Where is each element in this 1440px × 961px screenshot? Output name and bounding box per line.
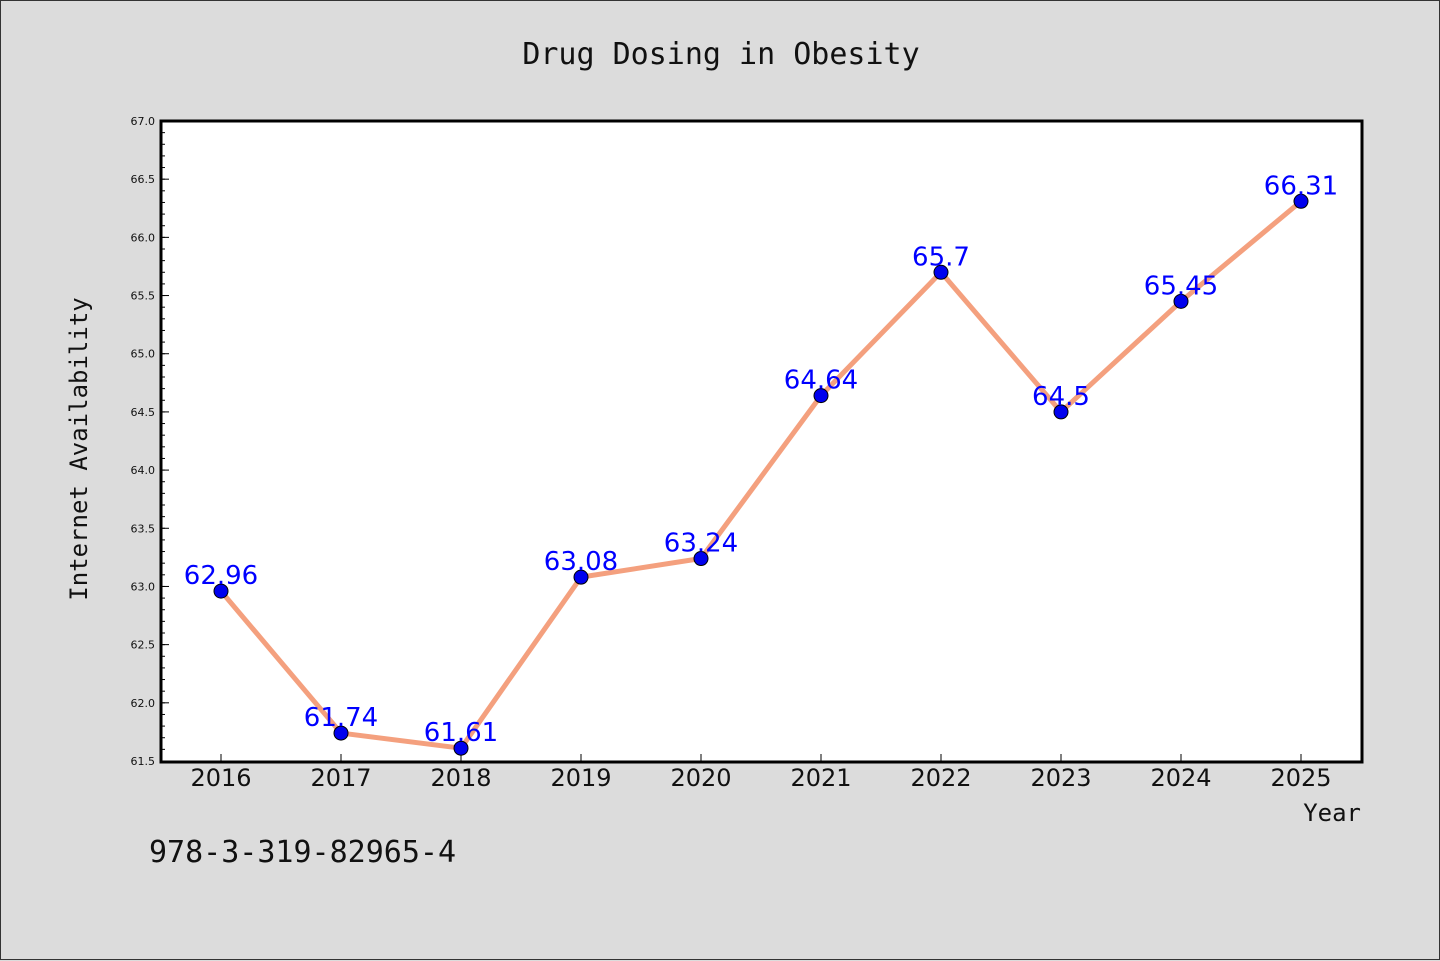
data-point bbox=[453, 740, 469, 756]
data-point bbox=[573, 569, 589, 585]
y-tick-label: 63.0 bbox=[131, 580, 156, 593]
y-tick-label: 64.0 bbox=[131, 464, 156, 477]
data-label: 61.74 bbox=[304, 703, 378, 733]
data-label: 64.64 bbox=[784, 366, 858, 396]
data-label: 65.45 bbox=[1144, 271, 1218, 301]
y-tick-label: 65.5 bbox=[131, 290, 156, 303]
data-label: 65.7 bbox=[912, 242, 970, 272]
y-tick-label: 62.0 bbox=[131, 697, 156, 710]
x-axis: 2016 2017 2018 2019 2020 2021 2022 2023 2024 2025 bbox=[190, 754, 1332, 792]
y-tick-label: 66.5 bbox=[131, 173, 156, 186]
data-point bbox=[1173, 293, 1189, 309]
data-point bbox=[213, 583, 229, 599]
x-tick-label: 2023 bbox=[1030, 764, 1091, 792]
x-tick-label: 2022 bbox=[910, 764, 971, 792]
x-tick-label: 2017 bbox=[310, 764, 371, 792]
data-point bbox=[933, 264, 949, 280]
y-tick-label: 63.5 bbox=[131, 522, 156, 535]
data-point bbox=[693, 551, 709, 567]
x-tick-label: 2018 bbox=[430, 764, 491, 792]
data-point bbox=[333, 725, 349, 741]
data-label-layer: 62.96 61.74 61.61 63.08 63.24 64.64 65.7 64.5 65… bbox=[184, 171, 1338, 748]
y-tick-label: 67.0 bbox=[131, 115, 156, 128]
data-label: 61.61 bbox=[424, 718, 498, 748]
x-tick-label: 2016 bbox=[190, 764, 251, 792]
data-label: 63.08 bbox=[544, 547, 618, 577]
plot-area bbox=[159, 119, 1364, 764]
data-label: 64.5 bbox=[1032, 382, 1090, 412]
y-tick-label: 64.5 bbox=[131, 406, 156, 419]
y-tick-label: 61.5 bbox=[131, 755, 156, 768]
y-tick-label: 65.0 bbox=[131, 348, 156, 361]
isbn-text: 978-3-319-82965-4 bbox=[149, 835, 457, 870]
data-label: 66.31 bbox=[1264, 171, 1338, 201]
x-tick-label: 2025 bbox=[1270, 764, 1331, 792]
data-point bbox=[1293, 193, 1309, 209]
data-point bbox=[1053, 404, 1069, 420]
x-axis-title: Year bbox=[1303, 799, 1361, 827]
x-tick-label: 2024 bbox=[1150, 764, 1211, 792]
y-axis: 61.5 62.0 62.5 63.0 63.5 64.0 64.5 65.0 65.5 66.0… bbox=[131, 115, 169, 768]
chart-title: Drug Dosing in Obesity bbox=[522, 37, 919, 72]
y-tick-label: 62.5 bbox=[131, 639, 156, 652]
y-tick-label: 66.0 bbox=[131, 231, 156, 244]
data-label: 63.24 bbox=[664, 529, 738, 559]
data-label: 62.96 bbox=[184, 561, 258, 591]
series-layer bbox=[213, 193, 1309, 756]
x-tick-label: 2019 bbox=[550, 764, 611, 792]
x-tick-label: 2020 bbox=[670, 764, 731, 792]
y-axis-title: Internet Availability bbox=[65, 297, 93, 600]
data-point bbox=[813, 388, 829, 404]
series-line bbox=[218, 198, 1304, 751]
x-tick-label: 2021 bbox=[790, 764, 851, 792]
